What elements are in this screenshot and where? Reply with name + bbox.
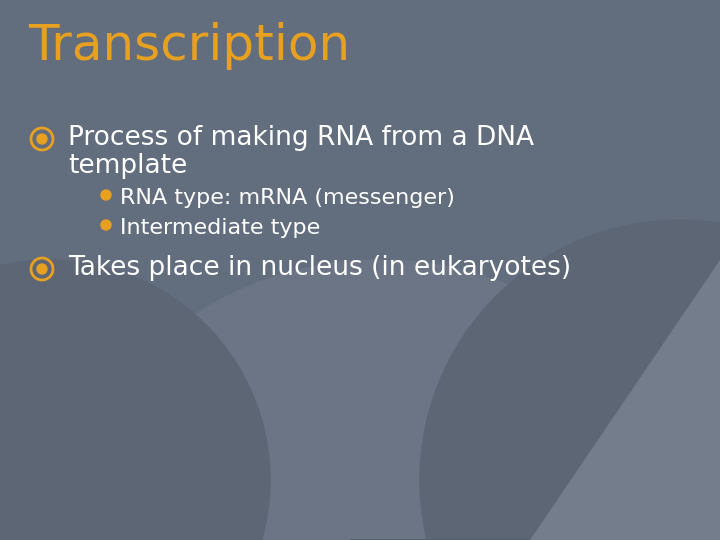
Text: Takes place in nucleus (in eukaryotes): Takes place in nucleus (in eukaryotes) [68, 255, 571, 281]
Polygon shape [530, 260, 720, 540]
Circle shape [37, 134, 47, 144]
Circle shape [0, 260, 270, 540]
Circle shape [40, 260, 720, 540]
Polygon shape [350, 390, 720, 540]
Circle shape [37, 264, 47, 274]
Text: template: template [68, 153, 187, 179]
Circle shape [420, 220, 720, 540]
Text: Transcription: Transcription [28, 22, 350, 70]
Text: RNA type: mRNA (messenger): RNA type: mRNA (messenger) [120, 188, 455, 208]
Circle shape [101, 190, 111, 200]
Text: Process of making RNA from a DNA: Process of making RNA from a DNA [68, 125, 534, 151]
Circle shape [101, 220, 111, 230]
Text: Intermediate type: Intermediate type [120, 218, 320, 238]
